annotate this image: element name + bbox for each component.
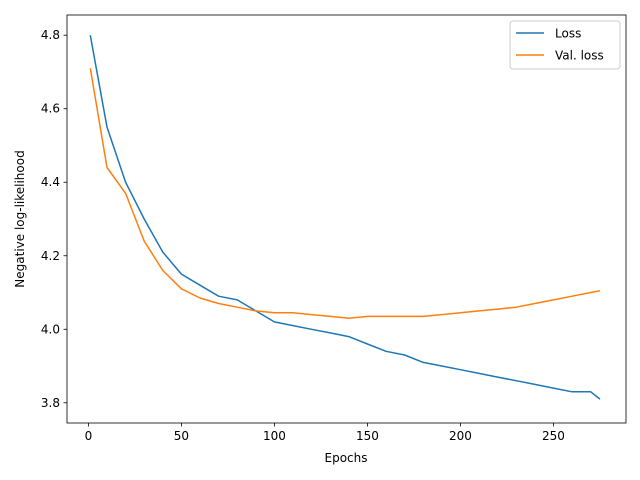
- legend-label: Loss: [555, 27, 581, 41]
- y-tick-label: 4.8: [41, 28, 60, 42]
- y-tick-label: 4.6: [41, 102, 60, 116]
- x-tick-label: 0: [85, 429, 93, 443]
- axes-frame: [66, 14, 627, 424]
- legend-label: Val. loss: [555, 49, 604, 63]
- plot-lines: [89, 35, 601, 400]
- x-axis-ticks: 0 50 100 150 200 250: [85, 423, 565, 443]
- x-tick-label: 200: [449, 429, 472, 443]
- x-tick-label: 50: [174, 429, 189, 443]
- y-tick-label: 3.8: [41, 396, 60, 410]
- y-axis-ticks: 3.8 4.0 4.2 4.4 4.6 4.8: [41, 28, 67, 410]
- x-tick-label: 150: [356, 429, 379, 443]
- x-tick-label: 250: [542, 429, 565, 443]
- y-tick-label: 4.2: [41, 249, 60, 263]
- series-line-0: [89, 35, 601, 400]
- y-axis-label: Negative log-likelihood: [13, 150, 27, 287]
- legend: Loss Val. loss: [509, 20, 621, 70]
- series-line-1: [89, 68, 601, 319]
- x-axis-label: Epochs: [325, 451, 368, 465]
- y-tick-label: 4.0: [41, 322, 60, 336]
- x-tick-label: 100: [263, 429, 286, 443]
- y-tick-label: 4.4: [41, 175, 60, 189]
